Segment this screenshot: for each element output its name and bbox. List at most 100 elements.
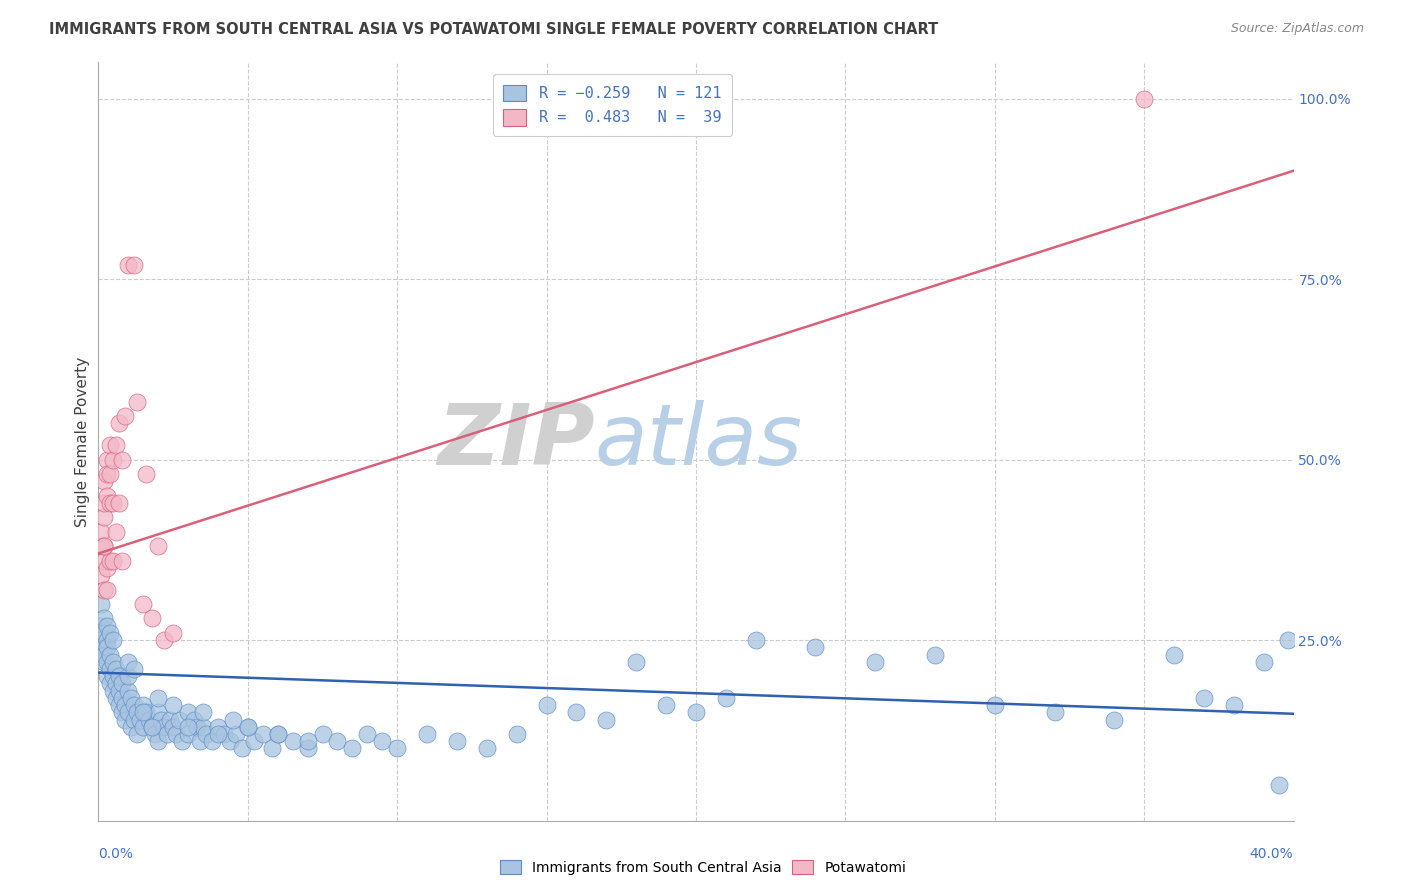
Point <box>111 706 134 720</box>
Point <box>191 720 214 734</box>
Point <box>132 597 155 611</box>
Point <box>114 698 136 712</box>
Point <box>1267 778 1289 792</box>
Point <box>117 258 139 272</box>
Point <box>93 539 115 553</box>
Point <box>148 690 170 705</box>
Point <box>96 467 118 481</box>
Point <box>385 741 409 756</box>
Point <box>96 452 118 467</box>
Point <box>475 741 498 756</box>
Point <box>105 662 128 676</box>
Point <box>90 597 112 611</box>
Point <box>225 727 247 741</box>
Point <box>177 720 200 734</box>
Point <box>162 720 184 734</box>
Point <box>90 524 112 539</box>
Point <box>108 683 131 698</box>
Point <box>172 734 194 748</box>
Point <box>252 727 274 741</box>
Point <box>745 633 768 648</box>
Point <box>117 683 139 698</box>
Point <box>127 706 149 720</box>
Point <box>90 568 112 582</box>
Point <box>124 258 146 272</box>
Point <box>148 734 170 748</box>
Point <box>127 394 149 409</box>
Point <box>93 626 115 640</box>
Point <box>93 554 115 568</box>
Point <box>297 734 319 748</box>
Text: ZIP: ZIP <box>437 400 595 483</box>
Point <box>236 720 259 734</box>
Point <box>177 706 200 720</box>
Point <box>148 706 170 720</box>
Point <box>446 734 468 748</box>
Point <box>98 648 122 662</box>
Point <box>127 727 149 741</box>
Point <box>141 720 163 734</box>
Point <box>98 554 122 568</box>
Point <box>655 698 678 712</box>
Point <box>195 727 218 741</box>
Point <box>1043 706 1066 720</box>
Point <box>103 452 125 467</box>
Point <box>260 741 283 756</box>
Point <box>1277 633 1299 648</box>
Point <box>865 655 887 669</box>
Point <box>93 655 115 669</box>
Point <box>219 734 242 748</box>
Point <box>222 713 245 727</box>
Point <box>105 676 128 690</box>
Point <box>153 633 176 648</box>
Point <box>685 706 707 720</box>
Point <box>103 669 125 683</box>
Point <box>1163 648 1185 662</box>
Point <box>93 582 115 597</box>
Point <box>536 698 558 712</box>
Point <box>96 655 118 669</box>
Point <box>924 648 946 662</box>
Text: IMMIGRANTS FROM SOUTH CENTRAL ASIA VS POTAWATOMI SINGLE FEMALE POVERTY CORRELATI: IMMIGRANTS FROM SOUTH CENTRAL ASIA VS PO… <box>49 22 938 37</box>
Point <box>105 690 128 705</box>
Point <box>120 690 142 705</box>
Point <box>207 727 229 741</box>
Point <box>281 734 304 748</box>
Point <box>96 489 118 503</box>
Text: Source: ZipAtlas.com: Source: ZipAtlas.com <box>1230 22 1364 36</box>
Point <box>103 554 125 568</box>
Point <box>117 669 139 683</box>
Point <box>96 618 118 632</box>
Point <box>167 713 190 727</box>
Point <box>595 713 617 727</box>
Point <box>124 713 146 727</box>
Point <box>93 510 115 524</box>
Point <box>98 496 122 510</box>
Legend: Immigrants from South Central Asia, Potawatomi: Immigrants from South Central Asia, Pota… <box>494 855 912 880</box>
Point <box>159 713 181 727</box>
Point <box>984 698 1007 712</box>
Point <box>138 713 160 727</box>
Text: 0.0%: 0.0% <box>98 847 134 861</box>
Point <box>111 676 134 690</box>
Point <box>96 633 118 648</box>
Point <box>1253 655 1275 669</box>
Point <box>162 698 184 712</box>
Point <box>90 539 112 553</box>
Point <box>105 524 128 539</box>
Text: atlas: atlas <box>595 400 803 483</box>
Point <box>141 611 163 625</box>
Point <box>311 727 333 741</box>
Point <box>93 496 115 510</box>
Point <box>236 720 259 734</box>
Point <box>714 690 737 705</box>
Point <box>98 676 122 690</box>
Point <box>165 727 187 741</box>
Point <box>120 720 142 734</box>
Point <box>96 582 118 597</box>
Point <box>371 734 394 748</box>
Point <box>103 683 125 698</box>
Point <box>156 727 179 741</box>
Point <box>177 727 200 741</box>
Point <box>207 720 229 734</box>
